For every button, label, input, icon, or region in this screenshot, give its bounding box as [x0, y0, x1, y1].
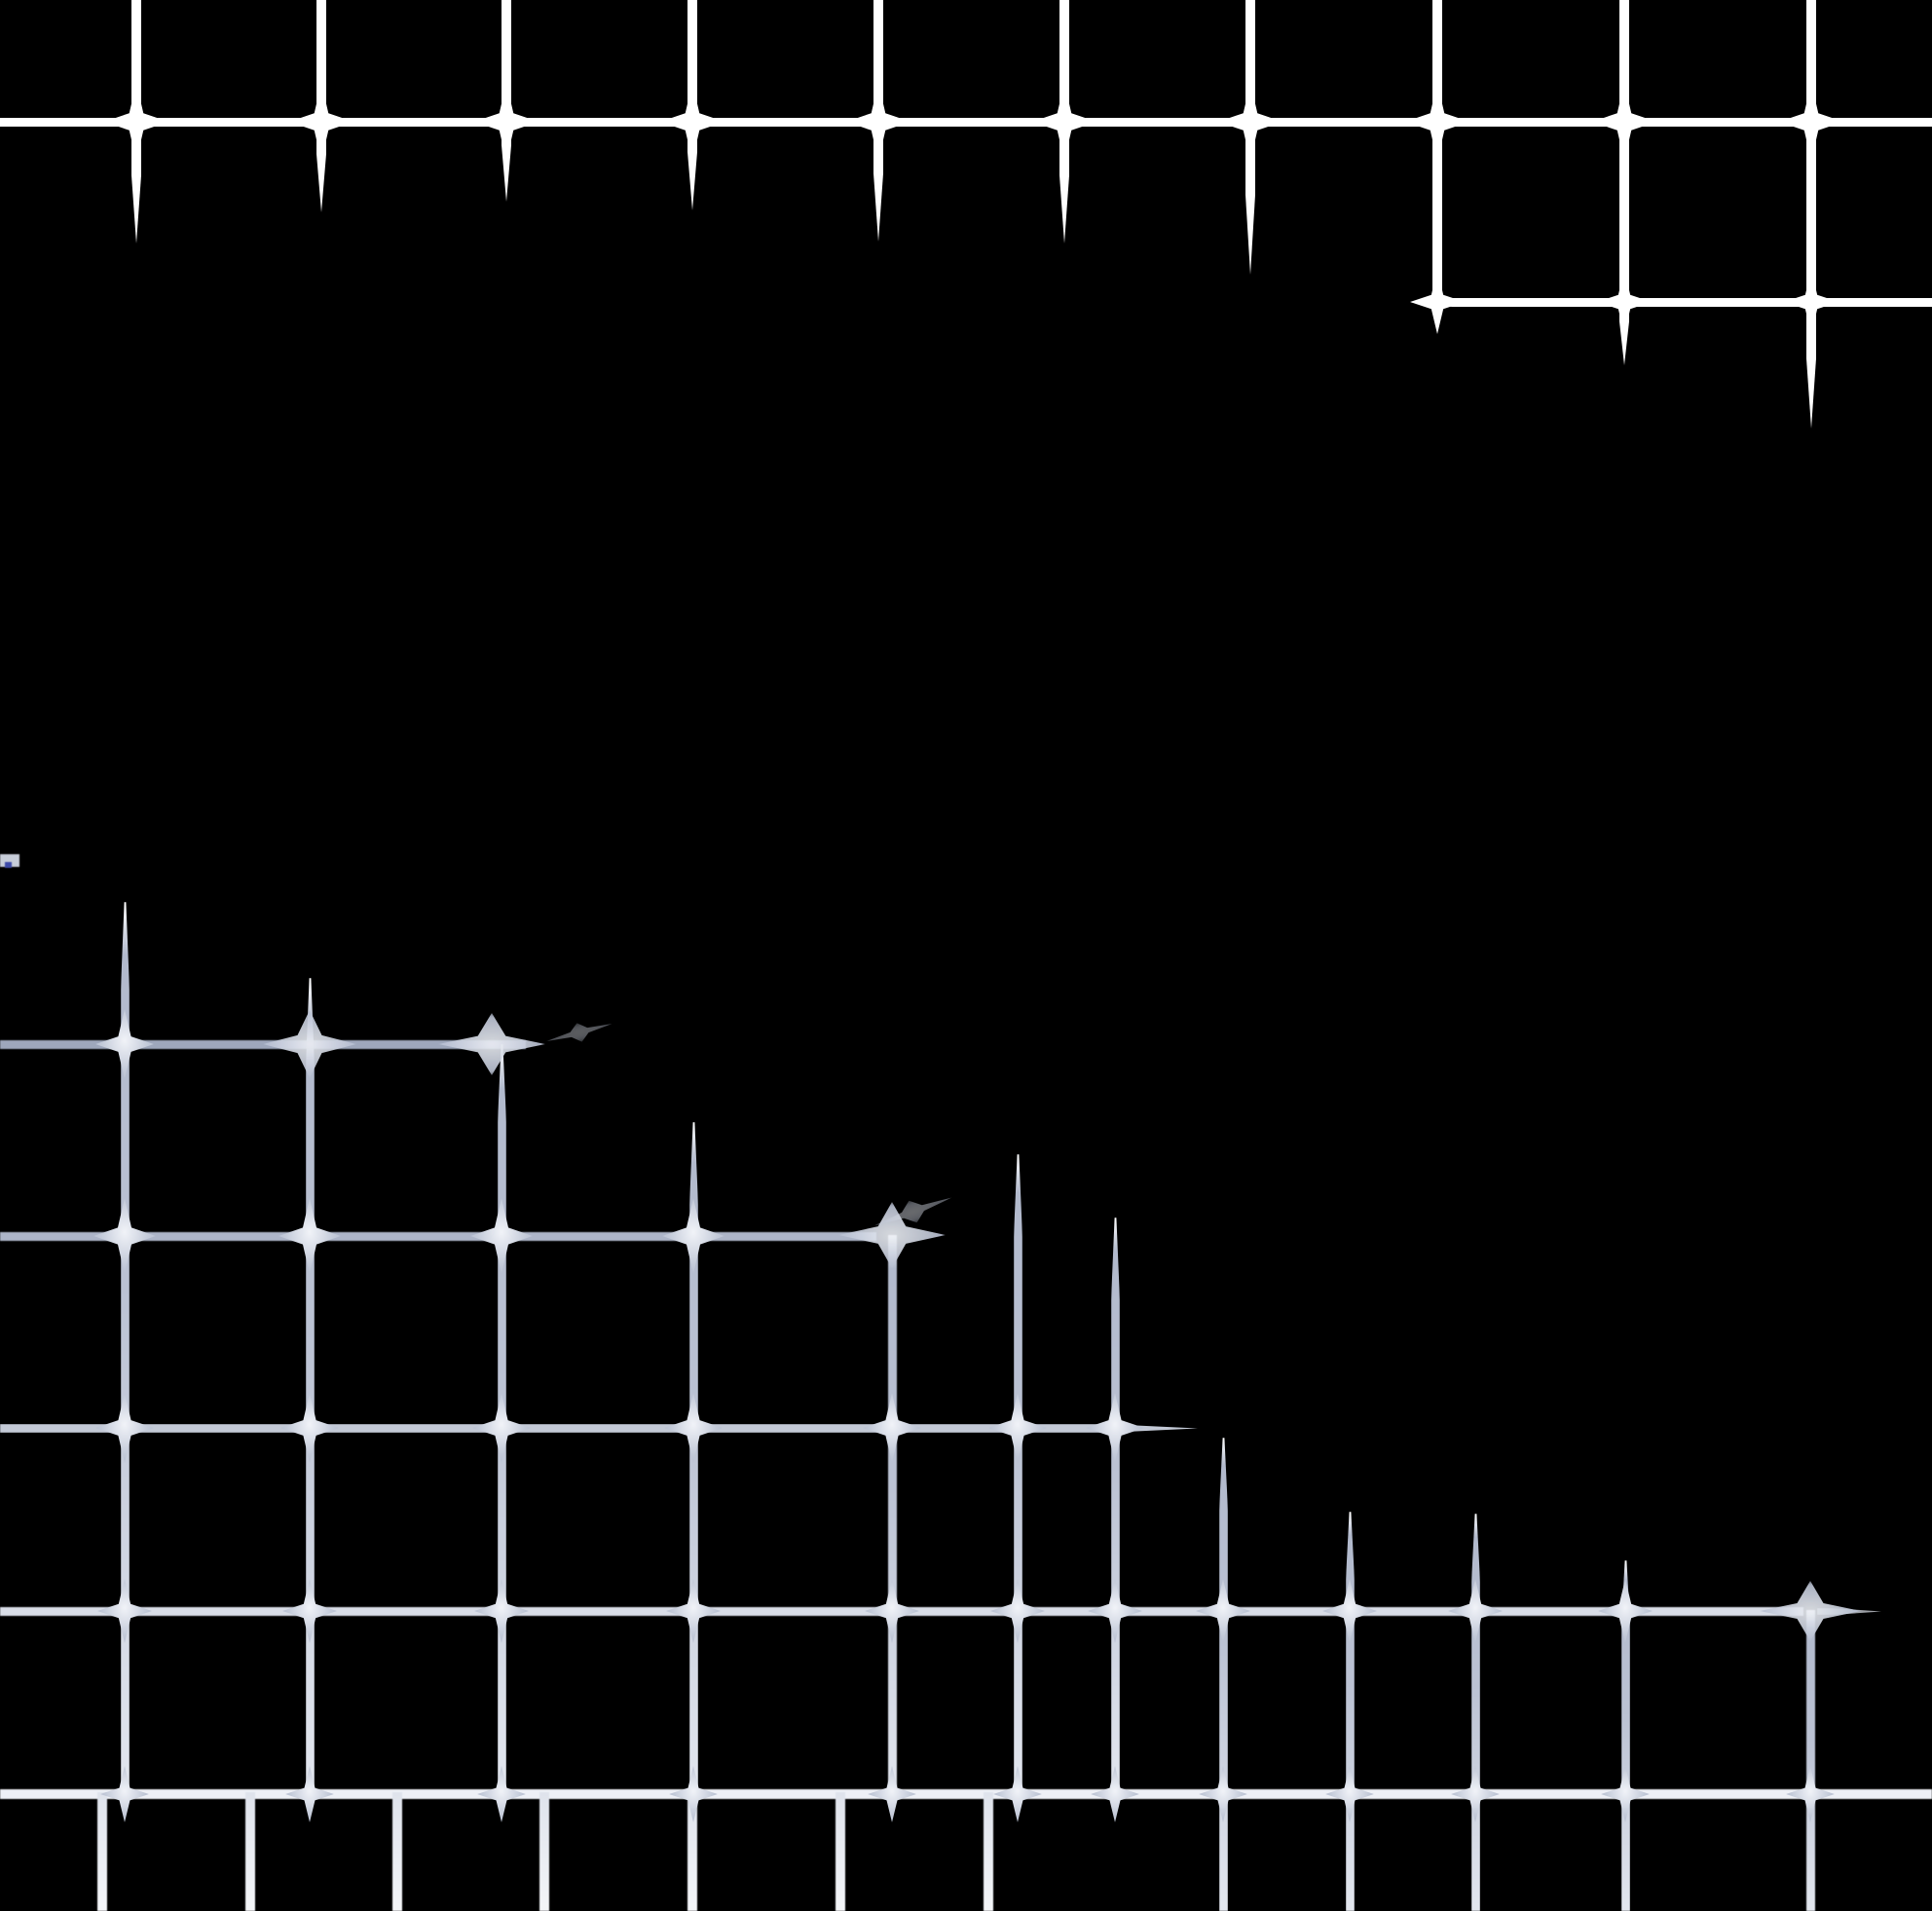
star-node [1451, 1766, 1500, 1822]
star-node [1598, 1579, 1653, 1643]
star-node [1325, 1766, 1374, 1822]
top-grid-column-line [873, 0, 883, 127]
silver-column-line [306, 978, 315, 1794]
silver-column-line [1111, 1218, 1120, 1794]
star-node [1410, 270, 1465, 334]
bottom-strip-column-line [245, 1792, 255, 1911]
star-node [1786, 1766, 1835, 1822]
edge-artifact-speck [5, 862, 12, 868]
silver-column-line [1806, 1610, 1815, 1911]
silver-row-line [0, 1789, 1932, 1799]
silver-column-line [1014, 1154, 1022, 1794]
star-node [660, 83, 724, 161]
star-node [666, 1579, 721, 1643]
star-node [1597, 270, 1652, 334]
star-node [280, 1393, 339, 1463]
top-grid-column-line [502, 0, 511, 127]
glitch-speck-streak [544, 1014, 615, 1050]
top-grid-tail-line [1245, 122, 1255, 275]
star-node [669, 1766, 718, 1822]
star-node [1601, 1766, 1650, 1822]
top-grid-tail-line [1806, 302, 1816, 429]
star-node [282, 1579, 337, 1643]
star-node [474, 83, 539, 161]
star-node [993, 1766, 1042, 1822]
star-node [100, 1766, 149, 1822]
star-node [97, 1579, 152, 1643]
star-node [1088, 1579, 1142, 1643]
top-grid-tail-line [687, 122, 697, 210]
bottom-strip-column-line [392, 1792, 402, 1911]
silver-column-line [121, 902, 130, 1794]
star-node [990, 1579, 1045, 1643]
silver-row-line [0, 1232, 876, 1241]
star-node [289, 83, 353, 161]
top-grid-tail-line [873, 122, 883, 242]
star-node [1196, 1579, 1250, 1643]
top-grid-tail-line [316, 122, 326, 212]
star-node [474, 1579, 529, 1643]
star-node [1032, 83, 1096, 161]
top-grid-column-line [131, 0, 141, 127]
top-grid-tail-line [1432, 122, 1442, 307]
star-node [863, 1393, 921, 1463]
top-grid-tail-line [502, 122, 511, 202]
star-node [1322, 1579, 1377, 1643]
star-node [95, 1009, 154, 1079]
star-node [846, 83, 910, 161]
star-node [868, 1766, 916, 1822]
top-grid-column-line [1432, 0, 1442, 127]
top-grid-tail-line [1619, 122, 1629, 307]
bottom-strip-column-line [836, 1792, 845, 1911]
silver-column-line [1471, 1514, 1480, 1911]
silver-column-line [1346, 1512, 1355, 1911]
star-node [1448, 1579, 1503, 1643]
star-node [1218, 83, 1282, 161]
top-grid-column-line [1059, 0, 1069, 127]
glitch-node [838, 1202, 946, 1268]
top-grid-column-line [687, 0, 697, 127]
top-grid-row-line [0, 118, 1932, 127]
glitch-node [263, 1010, 356, 1078]
glitch-node [438, 1013, 545, 1075]
silver-column-line [888, 1235, 897, 1794]
top-grid-column-line [316, 0, 326, 127]
star-node [1091, 1766, 1139, 1822]
top-grid-column-line [1245, 0, 1255, 127]
top-grid-tail-line [1059, 122, 1069, 244]
star-node [1592, 83, 1656, 161]
star-node [664, 1393, 723, 1463]
glitch-node [1760, 1581, 1861, 1641]
star-node [1779, 83, 1843, 161]
star-node [865, 1579, 919, 1643]
star-node [988, 1393, 1047, 1463]
bottom-strip-column-line [97, 1792, 107, 1911]
star-node [1086, 1393, 1144, 1463]
bottom-strip-column-line [539, 1792, 549, 1911]
bottom-strip-column-line [984, 1792, 993, 1911]
silver-row-line [0, 1424, 1198, 1433]
top-grid-tail-line [131, 122, 141, 244]
star-node [1199, 1766, 1247, 1822]
star-node [93, 1198, 156, 1274]
star-node [1405, 83, 1469, 161]
star-node [279, 1198, 341, 1274]
top-grid-column-line [1806, 0, 1816, 127]
silver-column-line [1219, 1438, 1228, 1911]
top-grid-column-line [1619, 0, 1629, 127]
silver-column-line [1621, 1560, 1630, 1911]
star-node [662, 1198, 724, 1274]
star-node [1784, 270, 1839, 334]
star-node [95, 1393, 154, 1463]
top-grid-tail-line [1806, 122, 1816, 307]
star-node [472, 1393, 531, 1463]
top-grid-row2-line [1411, 298, 1932, 307]
star-node [285, 1766, 334, 1822]
star-node [470, 1198, 533, 1274]
star-node [477, 1766, 526, 1822]
bottom-strip-column-line [687, 1792, 697, 1911]
silver-row-line [0, 1040, 526, 1049]
star-node [104, 83, 168, 161]
